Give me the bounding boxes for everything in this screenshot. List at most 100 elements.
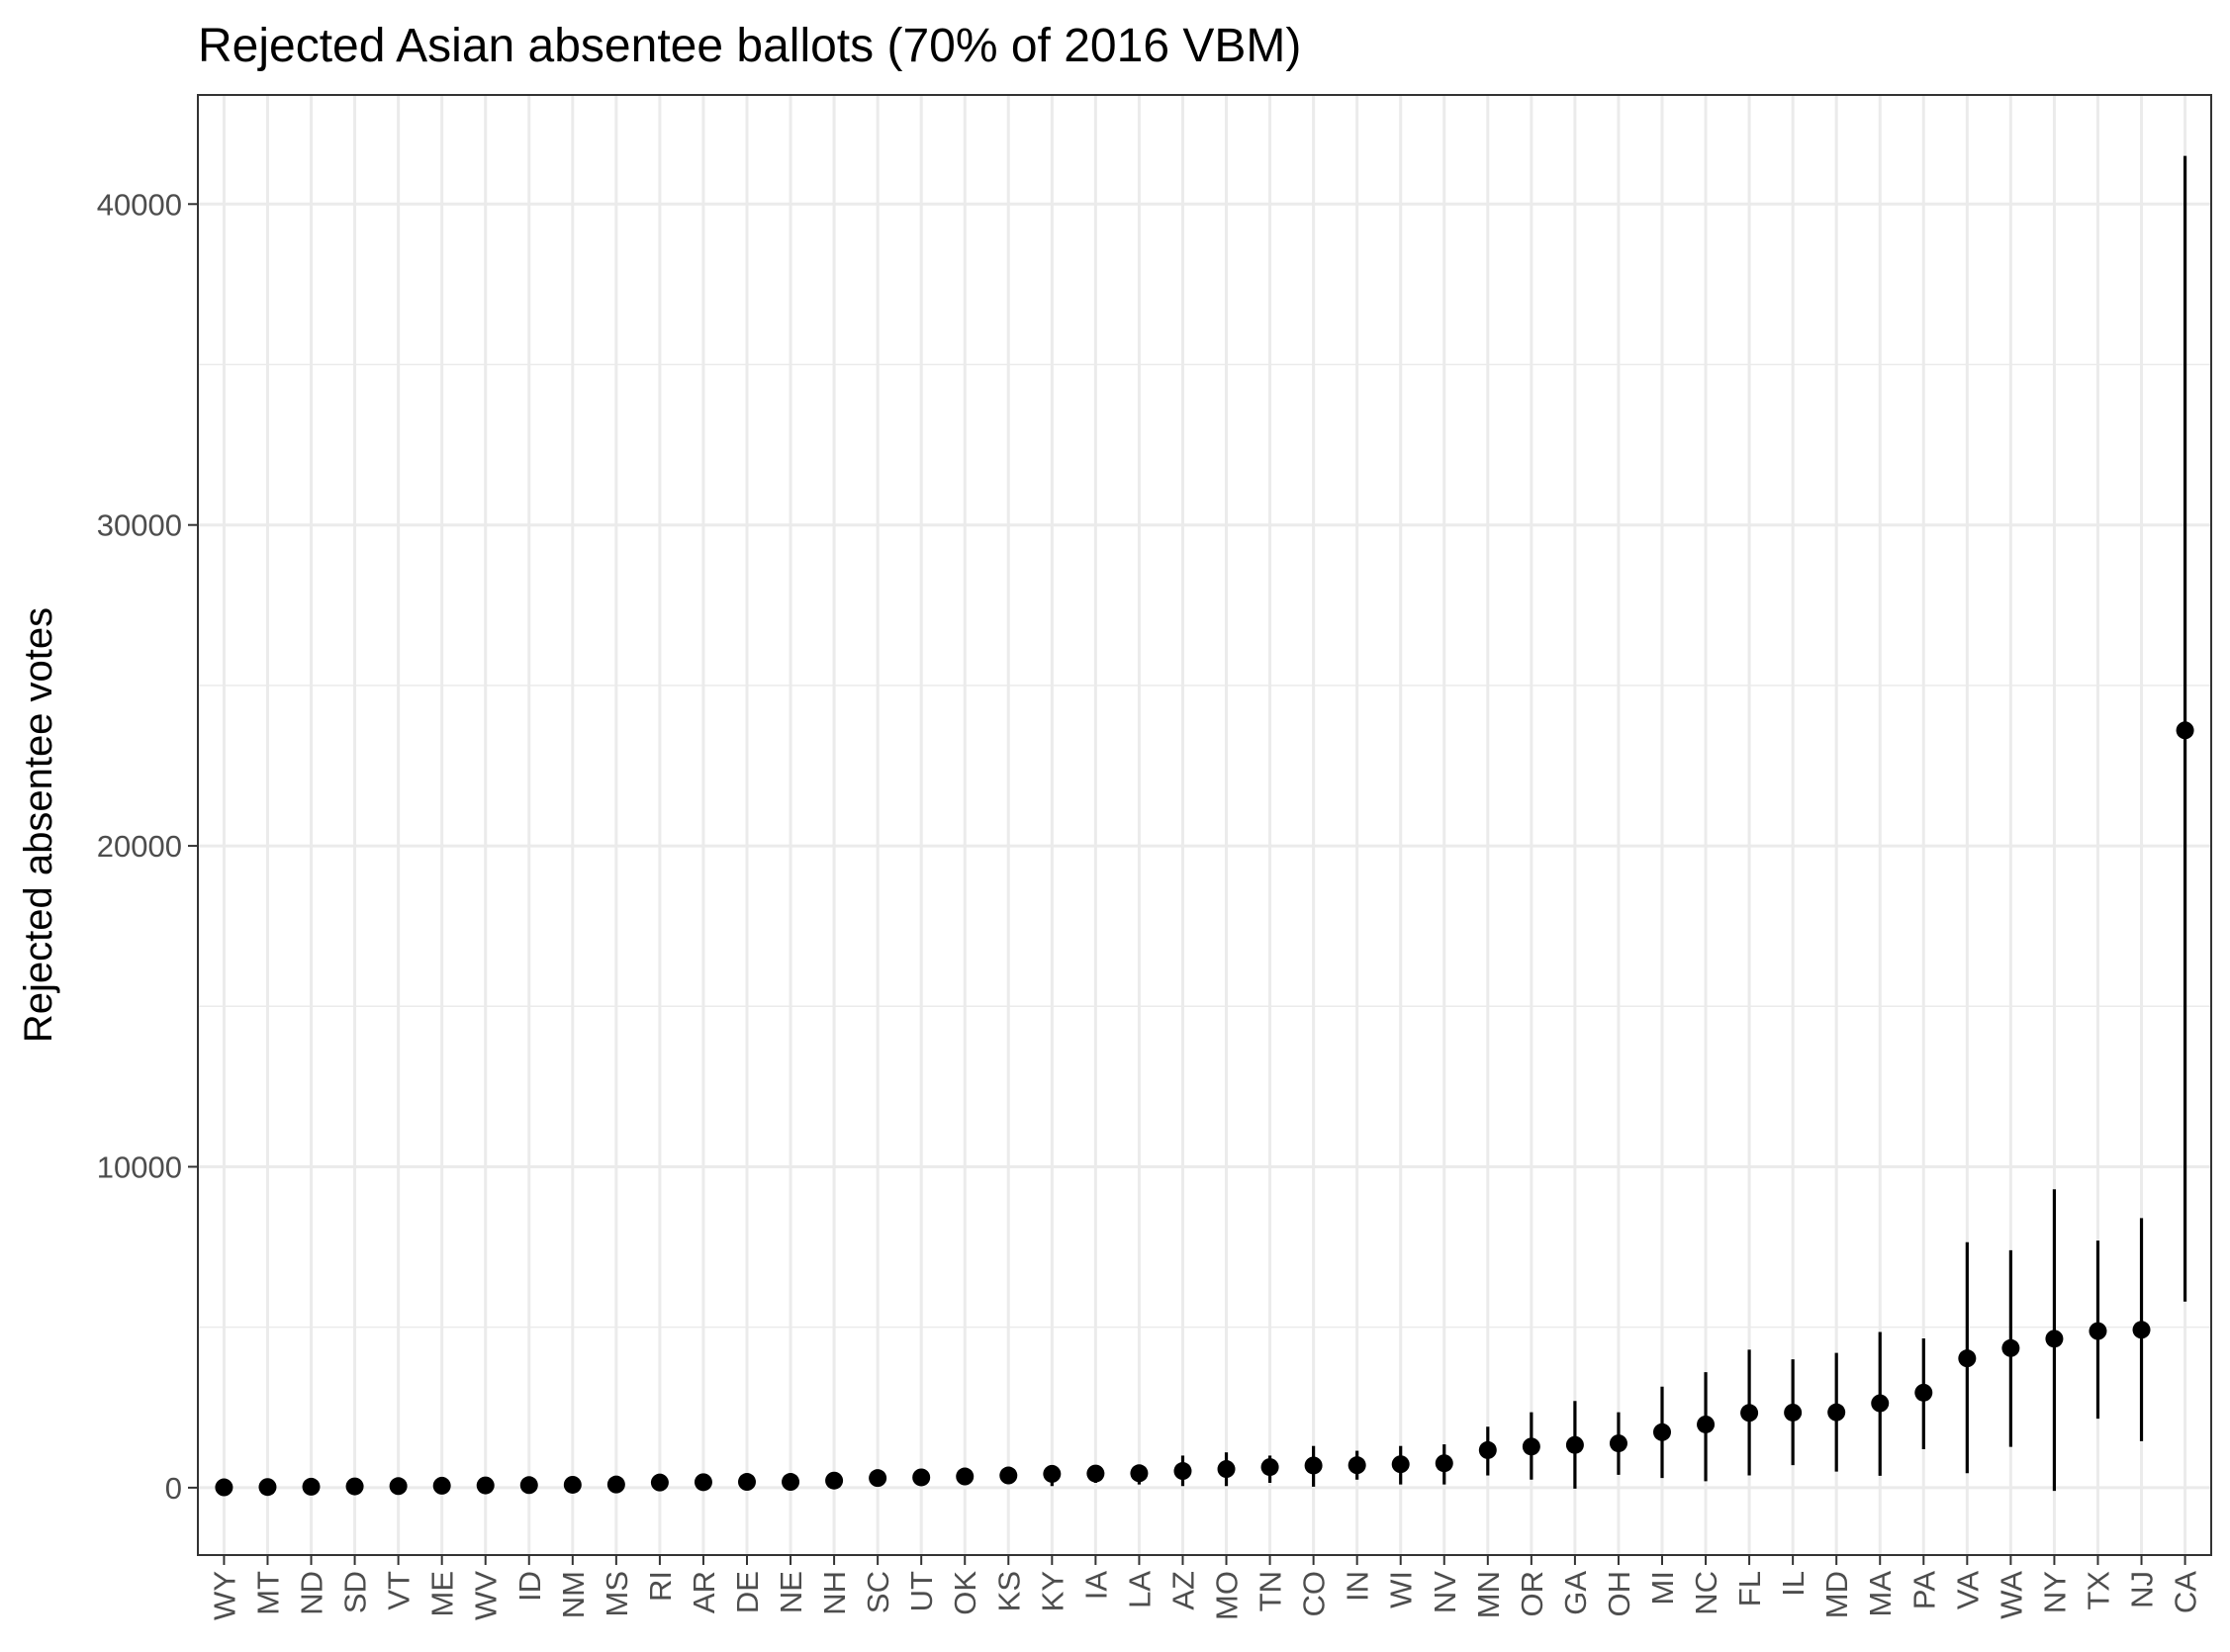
- x-tick-label-or: OR: [1515, 1571, 1549, 1617]
- x-tick-label-ky: KY: [1035, 1571, 1069, 1611]
- point-sd: [345, 1477, 364, 1496]
- x-tick-label-nm: NM: [556, 1571, 591, 1618]
- point-ar: [694, 1473, 712, 1492]
- x-tick-label-md: MD: [1819, 1571, 1854, 1618]
- point-co: [1304, 1456, 1323, 1475]
- x-tick-label-oh: OH: [1602, 1571, 1636, 1617]
- point-mt: [258, 1478, 277, 1497]
- x-tick-label-fl: FL: [1732, 1571, 1767, 1606]
- point-oh: [1609, 1434, 1627, 1453]
- gridlines: [198, 95, 2211, 1555]
- point-ia: [1086, 1464, 1105, 1483]
- point-me: [432, 1476, 451, 1495]
- panel-border: [197, 94, 2212, 1556]
- point-sc: [869, 1469, 887, 1488]
- x-tick-label-wa: WA: [1994, 1571, 2028, 1619]
- point-or: [1522, 1437, 1540, 1456]
- chart-title: Rejected Asian absentee ballots (70% of …: [198, 20, 1301, 72]
- point-tn: [1260, 1458, 1279, 1477]
- y-axis-label: Rejected absentee votes: [17, 607, 60, 1043]
- x-tick-label-me: ME: [425, 1571, 460, 1617]
- point-nd: [302, 1477, 321, 1496]
- point-in: [1347, 1456, 1366, 1475]
- x-tick-label-co: CO: [1297, 1571, 1332, 1617]
- x-tick-label-tx: TX: [2081, 1571, 2115, 1610]
- x-tick-label-sd: SD: [338, 1571, 373, 1613]
- x-tick-label-tn: TN: [1254, 1571, 1288, 1611]
- x-tick-label-ok: OK: [948, 1571, 982, 1615]
- x-tick-label-mi: MI: [1645, 1571, 1680, 1605]
- point-nv: [1435, 1454, 1453, 1473]
- point-ma: [1871, 1394, 1890, 1413]
- x-tick-label-ne: NE: [774, 1571, 808, 1613]
- point-ok: [956, 1467, 975, 1486]
- x-tick-label-de: DE: [730, 1571, 765, 1613]
- point-nh: [825, 1471, 844, 1490]
- point-nc: [1697, 1415, 1716, 1433]
- point-ky: [1043, 1464, 1062, 1483]
- error-bars: [222, 155, 2187, 1492]
- x-tick-label-nj: NJ: [2125, 1571, 2160, 1608]
- point-wi: [1391, 1455, 1410, 1474]
- x-tick-label-ms: MS: [600, 1571, 634, 1617]
- y-tick-label: 30000: [97, 508, 182, 543]
- x-tick-label-ks: KS: [991, 1571, 1026, 1611]
- y-tick-label: 0: [165, 1471, 182, 1506]
- point-ne: [782, 1473, 800, 1492]
- x-tick-label-ia: IA: [1078, 1571, 1113, 1601]
- point-ri: [650, 1473, 669, 1492]
- point-wv: [476, 1476, 495, 1495]
- point-wy: [215, 1478, 233, 1497]
- point-la: [1130, 1464, 1149, 1483]
- x-tick-label-ca: CA: [2169, 1571, 2203, 1613]
- point-de: [738, 1473, 756, 1492]
- y-axis: 0 10000 20000 30000 40000: [97, 187, 198, 1506]
- x-tick-label-ut: UT: [904, 1571, 939, 1611]
- x-tick-label-ma: MA: [1863, 1571, 1898, 1617]
- x-tick-label-nc: NC: [1689, 1571, 1723, 1615]
- point-ms: [606, 1475, 625, 1494]
- point-id: [519, 1476, 538, 1495]
- x-tick-label-ga: GA: [1558, 1571, 1593, 1615]
- point-mo: [1217, 1460, 1236, 1479]
- point-mi: [1653, 1423, 1671, 1441]
- point-pa: [1914, 1383, 1933, 1402]
- x-tick-label-sc: SC: [861, 1571, 895, 1613]
- point-il: [1784, 1403, 1803, 1422]
- point-nm: [563, 1475, 582, 1494]
- point-mn: [1478, 1440, 1497, 1459]
- point-ks: [999, 1466, 1018, 1485]
- x-axis: WY MT ND SD VT ME WV ID NM MS RI AR DE NE NH SC UT OK KS KY…: [207, 1555, 2203, 1620]
- x-tick-label-az: AZ: [1165, 1571, 1200, 1610]
- x-tick-label-vt: VT: [382, 1571, 417, 1610]
- x-tick-label-ny: NY: [2037, 1571, 2072, 1613]
- x-tick-label-wy: WY: [207, 1571, 241, 1620]
- point-ut: [912, 1468, 931, 1487]
- x-tick-label-in: IN: [1341, 1571, 1375, 1602]
- x-tick-label-pa: PA: [1906, 1571, 1941, 1609]
- point-ca: [2176, 721, 2194, 740]
- x-tick-label-nd: ND: [295, 1571, 329, 1615]
- point-nj: [2132, 1321, 2151, 1339]
- y-tick-label: 40000: [97, 187, 182, 222]
- data-points: [215, 721, 2194, 1497]
- x-tick-label-ar: AR: [687, 1571, 721, 1613]
- x-tick-label-nv: NV: [1428, 1571, 1462, 1613]
- x-tick-label-mo: MO: [1210, 1571, 1245, 1620]
- x-tick-label-ri: RI: [643, 1571, 678, 1602]
- y-tick-label: 20000: [97, 829, 182, 864]
- x-tick-label-va: VA: [1950, 1571, 1985, 1609]
- x-tick-label-wi: WI: [1384, 1571, 1419, 1608]
- x-tick-label-la: LA: [1122, 1571, 1157, 1608]
- point-md: [1827, 1403, 1846, 1422]
- y-tick-label: 10000: [97, 1149, 182, 1184]
- point-az: [1173, 1462, 1192, 1481]
- x-tick-label-nh: NH: [817, 1571, 852, 1615]
- point-ny: [2045, 1330, 2064, 1348]
- point-va: [1958, 1349, 1977, 1368]
- x-tick-label-mn: MN: [1471, 1571, 1506, 1618]
- point-vt: [389, 1477, 408, 1496]
- x-tick-label-id: ID: [512, 1571, 547, 1602]
- point-wa: [2001, 1338, 2020, 1357]
